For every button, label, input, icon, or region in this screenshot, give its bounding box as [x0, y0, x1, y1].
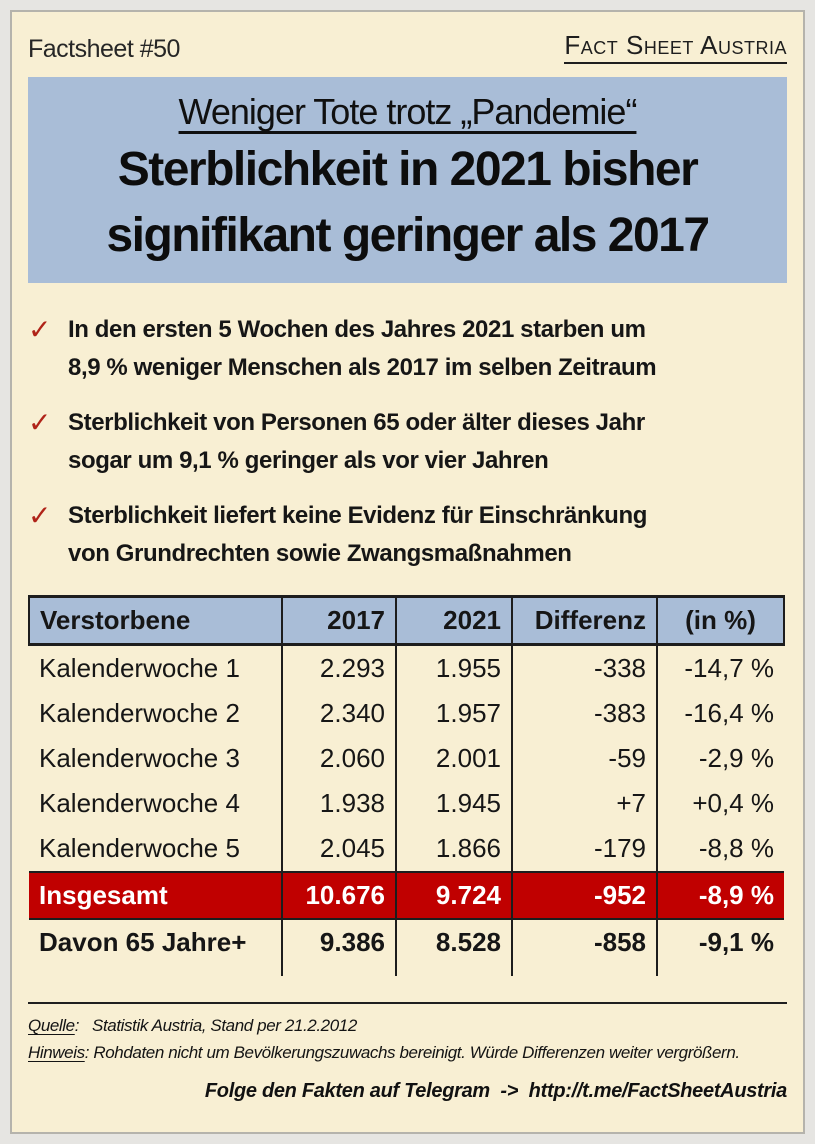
footer-divider: [28, 1002, 787, 1004]
table-cell: 1.957: [395, 691, 512, 736]
table-cell: 1.955: [395, 644, 512, 691]
total-row: Insgesamt 10.676 9.724 -952 -8,9 %: [29, 871, 784, 920]
table-cell: -2,9 %: [656, 736, 784, 781]
column-header: (in %): [656, 595, 785, 646]
table-row: Kalenderwoche 3 2.060 2.001 -59 -2,9 %: [29, 736, 784, 781]
table-cell: +7: [511, 781, 657, 826]
table-cell: 9.724: [395, 871, 512, 920]
bullet-line: Sterblichkeit von Personen 65 oder älter…: [68, 409, 645, 436]
column-header: 2021: [395, 595, 512, 646]
bullet-line: sogar um 9,1 % geringer als vor vier Jah…: [68, 447, 549, 474]
age65-row: Davon 65 Jahre+ 9.386 8.528 -858 -9,1 %: [29, 919, 784, 976]
table-cell: -383: [511, 691, 657, 736]
factsheet-page: Factsheet #50 Fact Sheet Austria Weniger…: [10, 10, 805, 1134]
table-header-row: Verstorbene 2017 2021 Differenz (in %): [28, 595, 785, 646]
list-item: ✓ In den ersten 5 Wochen des Jahres 2021…: [28, 311, 787, 387]
title-heading-line1: Sterblichkeit in 2021 bisher: [117, 143, 699, 196]
table-cell: 10.676: [281, 871, 396, 920]
source-line: Quelle: Statistik Austria, Stand per 21.…: [28, 1012, 787, 1039]
checkmark-icon: ✓: [28, 407, 52, 438]
table-cell: -14,7 %: [656, 644, 784, 691]
table-cell: Davon 65 Jahre+: [39, 927, 247, 957]
note-line: Hinweis: Rohdaten nicht um Bevölkerungsz…: [28, 1039, 787, 1066]
column-header: Differenz: [511, 595, 657, 646]
bullet-text: Sterblichkeit von Personen 65 oder älter…: [68, 404, 645, 480]
checkmark-icon: ✓: [28, 500, 52, 531]
title-block: Weniger Tote trotz „Pandemie“ Sterblichk…: [28, 77, 787, 283]
column-header: 2017: [281, 595, 396, 646]
table-cell: Kalenderwoche 1: [39, 653, 240, 683]
table-cell: -179: [511, 826, 657, 872]
table-row: Kalenderwoche 4 1.938 1.945 +7 +0,4 %: [29, 781, 784, 826]
table-cell: 1.945: [395, 781, 512, 826]
table-cell: Insgesamt: [29, 871, 282, 920]
table-cell: Kalenderwoche 2: [39, 698, 240, 728]
table-cell: 2.001: [395, 736, 512, 781]
table-cell: -858: [511, 919, 657, 976]
table-row: Kalenderwoche 1 2.293 1.955 -338 -14,7 %: [29, 644, 784, 691]
bullet-line: 8,9 % weniger Menschen als 2017 im selbe…: [68, 354, 657, 381]
table-cell: 2.060: [281, 736, 396, 781]
table-cell: 2.340: [281, 691, 396, 736]
table-cell: Kalenderwoche 4: [39, 788, 240, 818]
checkmark-icon: ✓: [28, 314, 52, 345]
column-header: Verstorbene: [28, 595, 282, 646]
table-cell: -952: [511, 871, 657, 920]
mortality-table: Verstorbene 2017 2021 Differenz (in %) K…: [28, 595, 785, 976]
table-cell: 2.045: [281, 826, 396, 872]
table-cell: 1.938: [281, 781, 396, 826]
table-cell: -8,8 %: [656, 826, 784, 872]
table-cell: 9.386: [281, 919, 396, 976]
table-cell: Kalenderwoche 3: [39, 743, 240, 773]
table-cell: -338: [511, 644, 657, 691]
title-kicker: Weniger Tote trotz „Pandemie“: [178, 91, 638, 132]
bullet-text: In den ersten 5 Wochen des Jahres 2021 s…: [68, 311, 657, 387]
table-cell: 2.293: [281, 644, 396, 691]
bullet-line: Sterblichkeit liefert keine Evidenz für …: [68, 502, 647, 529]
key-facts-list: ✓ In den ersten 5 Wochen des Jahres 2021…: [28, 311, 787, 573]
table-row: Kalenderwoche 5 2.045 1.866 -179 -8,8 %: [29, 826, 784, 872]
table-cell: -16,4 %: [656, 691, 784, 736]
bullet-line: In den ersten 5 Wochen des Jahres 2021 s…: [68, 316, 646, 343]
table-cell: -9,1 %: [656, 919, 784, 976]
list-item: ✓ Sterblichkeit liefert keine Evidenz fü…: [28, 497, 787, 573]
brand-logo: Fact Sheet Austria: [564, 30, 787, 64]
table-cell: Kalenderwoche 5: [39, 833, 240, 863]
list-item: ✓ Sterblichkeit von Personen 65 oder ält…: [28, 404, 787, 480]
source-text: : Statistik Austria, Stand per 21.2.2012: [74, 1016, 358, 1035]
note-label: Hinweis: [28, 1043, 85, 1062]
header-bar: Factsheet #50 Fact Sheet Austria: [28, 28, 787, 64]
note-text: : Rohdaten nicht um Bevölkerungszuwachs …: [84, 1043, 740, 1062]
table-cell: +0,4 %: [656, 781, 784, 826]
table-cell: 1.866: [395, 826, 512, 872]
telegram-cta: Folge den Fakten auf Telegram -> http://…: [204, 1080, 787, 1102]
source-label: Quelle: [28, 1016, 75, 1035]
table-cell: -8,9 %: [656, 871, 784, 920]
bullet-text: Sterblichkeit liefert keine Evidenz für …: [68, 497, 647, 573]
table-cell: -59: [511, 736, 657, 781]
issue-number: Factsheet #50: [28, 35, 180, 63]
table-cell: 8.528: [395, 919, 512, 976]
bullet-line: von Grundrechten sowie Zwangsmaßnahmen: [68, 540, 572, 567]
table-row: Kalenderwoche 2 2.340 1.957 -383 -16,4 %: [29, 691, 784, 736]
title-heading-line2: signifikant geringer als 2017: [106, 209, 710, 262]
